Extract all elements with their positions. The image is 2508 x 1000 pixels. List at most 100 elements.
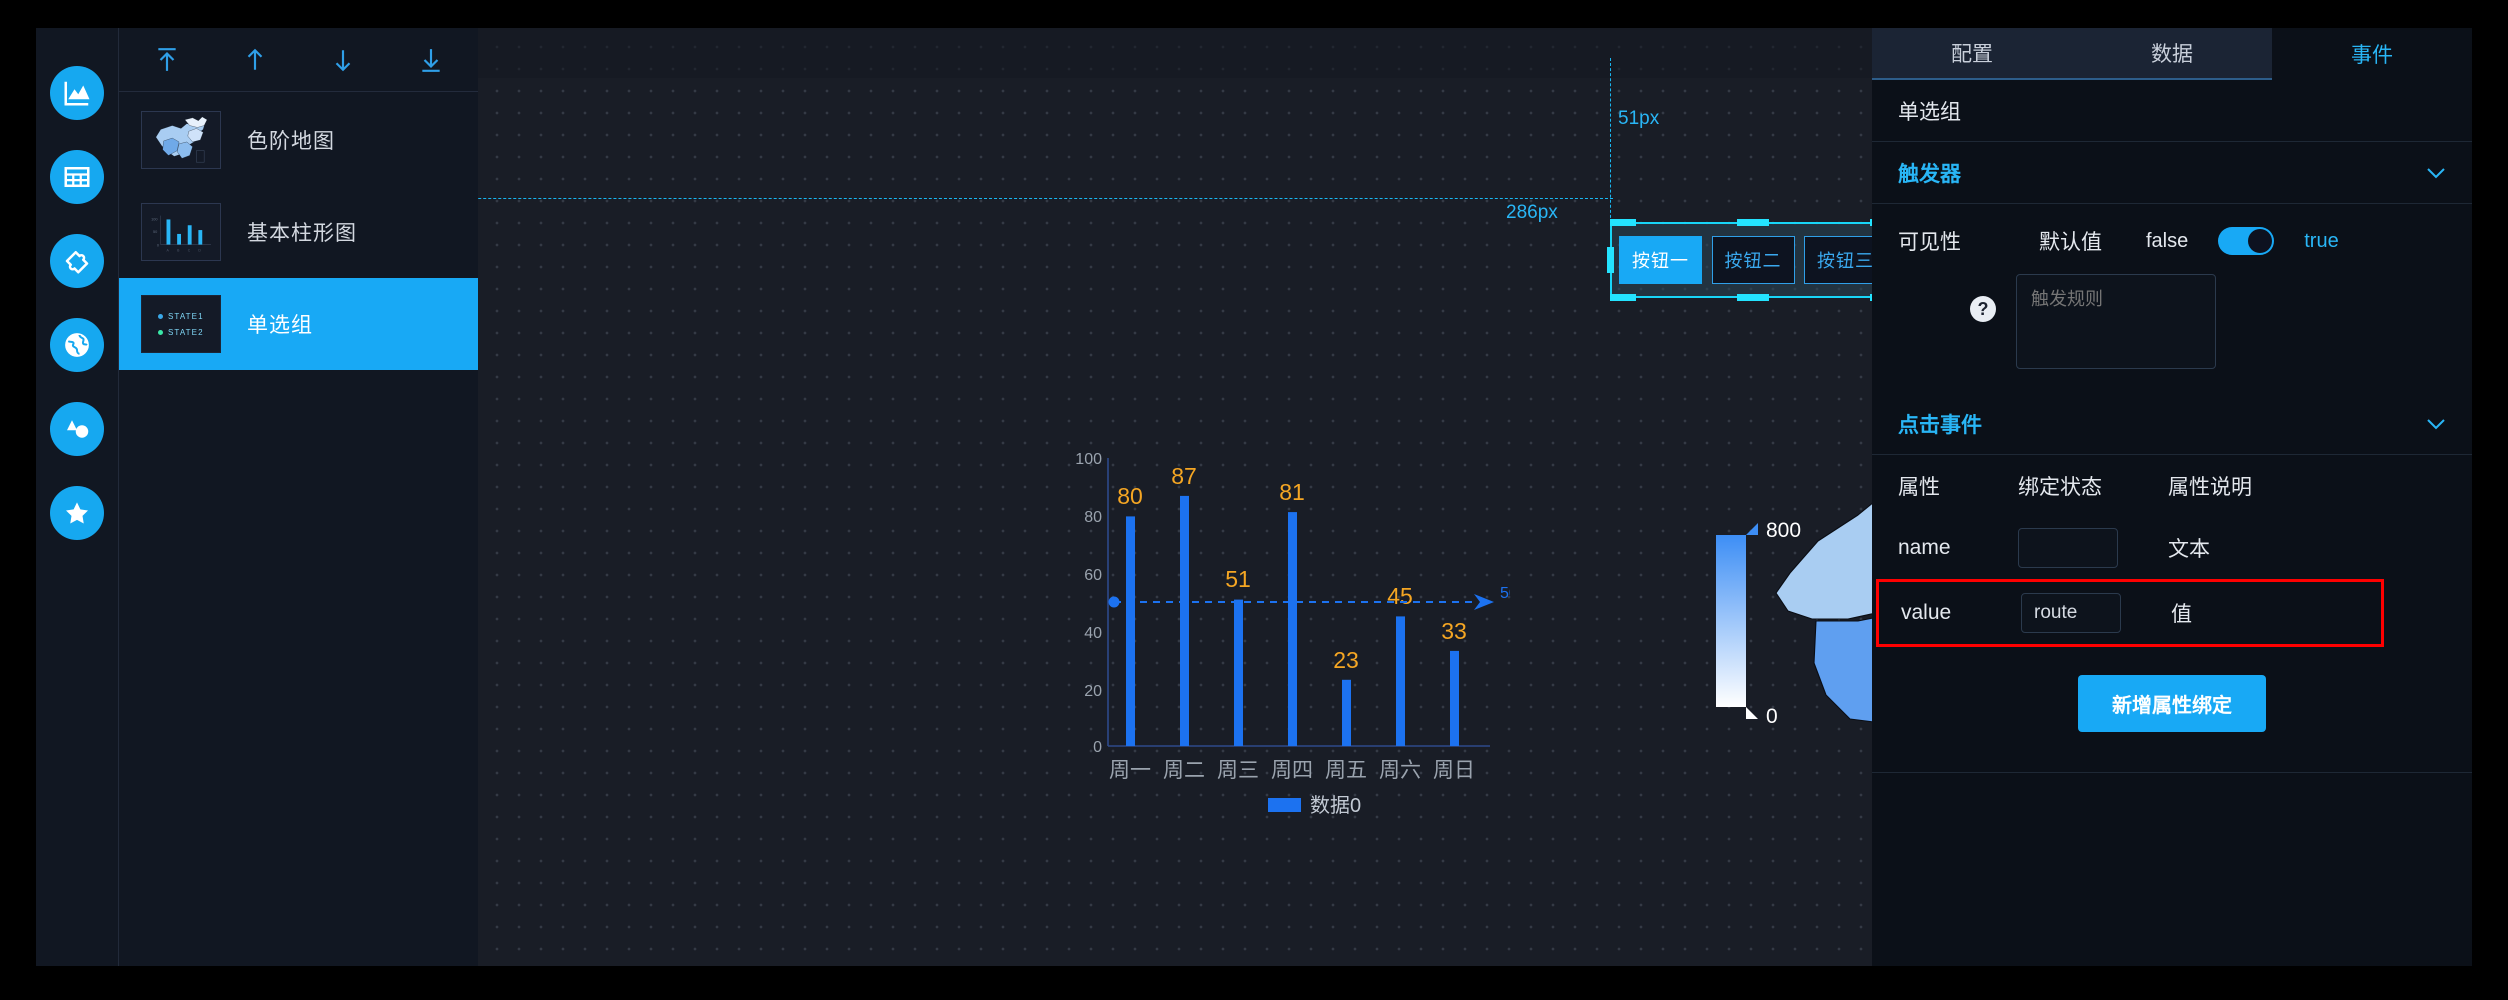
svg-text:D: D bbox=[198, 248, 201, 252]
resize-handle-bottom-right[interactable] bbox=[1870, 294, 1872, 301]
table-icon[interactable] bbox=[50, 150, 104, 204]
guide-horizontal bbox=[478, 198, 1613, 199]
dimension-label-top: 51px bbox=[1618, 108, 1660, 129]
svg-text:33: 33 bbox=[1441, 618, 1467, 644]
china-map-svg: 800 0 bbox=[1716, 502, 1872, 728]
table-row-highlighted: value 值 bbox=[1876, 579, 2384, 647]
svg-text:60: 60 bbox=[1084, 567, 1102, 584]
table-header-row: 属性 绑定状态 属性说明 bbox=[1872, 455, 2472, 517]
widget-bar-chart[interactable]: 100 80 60 40 20 0 bbox=[1070, 446, 1510, 846]
svg-text:800: 800 bbox=[1766, 519, 1801, 542]
layer-panel: 色阶地图 100 50 0 A B bbox=[118, 28, 478, 966]
column-header-property: 属性 bbox=[1898, 476, 1940, 499]
list-item-selected[interactable]: STATE1 STATE2 单选组 bbox=[119, 278, 478, 370]
trigger-rule-row: ? bbox=[1872, 262, 2472, 393]
svg-text:0: 0 bbox=[157, 243, 159, 247]
svg-text:100: 100 bbox=[1075, 451, 1102, 468]
svg-text:45: 45 bbox=[1387, 583, 1413, 609]
svg-text:周一: 周一 bbox=[1109, 759, 1151, 782]
state1-dot-icon bbox=[158, 313, 163, 319]
svg-text:23: 23 bbox=[1333, 647, 1359, 673]
layer-thumbnail-bar: 100 50 0 A B C D bbox=[141, 203, 221, 261]
svg-text:87: 87 bbox=[1171, 463, 1197, 489]
svg-text:0: 0 bbox=[1766, 705, 1778, 728]
chevron-down-icon[interactable] bbox=[2426, 418, 2446, 430]
svg-text:A: A bbox=[167, 248, 170, 252]
binding-input-value[interactable] bbox=[2021, 593, 2121, 633]
property-name-value: value bbox=[1901, 601, 1952, 624]
list-item[interactable]: 色阶地图 bbox=[119, 94, 478, 186]
svg-text:周四: 周四 bbox=[1271, 759, 1313, 782]
layer-label: 基本柱形图 bbox=[247, 222, 357, 245]
toggle-false-label: false bbox=[2146, 229, 2189, 252]
move-to-top-icon[interactable] bbox=[152, 43, 182, 77]
move-down-icon[interactable] bbox=[328, 43, 358, 77]
widget-button-group[interactable]: 按钮一 按钮二 按钮三 bbox=[1607, 219, 1872, 301]
selected-component-name: 单选组 bbox=[1872, 80, 2472, 142]
svg-text:C: C bbox=[188, 248, 191, 252]
section-title-trigger: 触发器 bbox=[1898, 162, 1961, 186]
svg-text:数据0: 数据0 bbox=[1310, 794, 1361, 817]
star-icon[interactable] bbox=[50, 486, 104, 540]
panel-tabs: 配置 数据 事件 bbox=[1872, 28, 2472, 80]
resize-handle-top-right[interactable] bbox=[1870, 219, 1872, 226]
area-chart-icon[interactable] bbox=[50, 66, 104, 120]
dimension-label-left: 286px bbox=[1506, 202, 1558, 223]
svg-text:周五: 周五 bbox=[1325, 759, 1367, 782]
puzzle-icon[interactable] bbox=[50, 234, 104, 288]
layer-thumbnail-map bbox=[141, 111, 221, 169]
svg-text:80: 80 bbox=[1084, 509, 1102, 526]
group-button-1[interactable]: 按钮一 bbox=[1619, 236, 1702, 284]
resize-handle-bottom-left[interactable] bbox=[1610, 294, 1636, 301]
svg-text:81: 81 bbox=[1279, 479, 1305, 505]
layer-order-toolbar bbox=[119, 28, 478, 92]
svg-text:周六: 周六 bbox=[1379, 759, 1421, 782]
resize-handle-middle-left[interactable] bbox=[1607, 247, 1614, 273]
tab-data[interactable]: 数据 bbox=[2072, 28, 2272, 80]
design-canvas[interactable]: 51px 286px 按钮一 按钮二 按钮三 100 bbox=[478, 28, 1872, 966]
tab-events[interactable]: 事件 bbox=[2272, 28, 2472, 80]
svg-text:50: 50 bbox=[153, 230, 157, 234]
default-value-label: 默认值 bbox=[2039, 231, 2102, 254]
property-desc-name: 文本 bbox=[2168, 538, 2210, 561]
svg-text:100: 100 bbox=[151, 217, 157, 221]
visibility-toggle[interactable] bbox=[2218, 227, 2275, 255]
chevron-down-icon[interactable] bbox=[2426, 167, 2446, 179]
table-row: name 文本 bbox=[1872, 517, 2472, 579]
add-property-binding-button[interactable]: 新增属性绑定 bbox=[2078, 675, 2266, 732]
layer-list: 色阶地图 100 50 0 A B bbox=[119, 92, 478, 370]
svg-text:周二: 周二 bbox=[1163, 759, 1205, 782]
svg-text:80: 80 bbox=[1117, 483, 1143, 509]
svg-text:40: 40 bbox=[1084, 625, 1102, 642]
state1-label: STATE1 bbox=[168, 311, 204, 321]
svg-text:0: 0 bbox=[1093, 739, 1102, 756]
property-name-name: name bbox=[1898, 536, 1951, 559]
svg-text:50: 50 bbox=[1500, 585, 1510, 602]
move-up-icon[interactable] bbox=[240, 43, 270, 77]
resize-handle-top-center[interactable] bbox=[1737, 219, 1769, 226]
help-icon[interactable]: ? bbox=[1970, 296, 1996, 322]
group-button-3[interactable]: 按钮三 bbox=[1804, 236, 1872, 284]
layer-label: 色阶地图 bbox=[247, 130, 335, 153]
binding-input-name[interactable] bbox=[2018, 528, 2118, 568]
property-desc-value: 值 bbox=[2171, 603, 2192, 626]
globe-icon[interactable] bbox=[50, 318, 104, 372]
widget-choropleth-map[interactable]: 800 0 bbox=[1708, 423, 1872, 883]
resize-handle-top-left[interactable] bbox=[1610, 219, 1636, 226]
toggle-true-label: true bbox=[2304, 229, 2339, 252]
group-button-2[interactable]: 按钮二 bbox=[1711, 236, 1795, 284]
guide-vertical bbox=[1610, 58, 1611, 228]
section-header-trigger[interactable]: 触发器 bbox=[1872, 142, 2472, 204]
property-binding-table: 属性 绑定状态 属性说明 name 文本 value 值 新增属性绑定 bbox=[1872, 455, 2472, 732]
resize-handle-bottom-center[interactable] bbox=[1737, 294, 1769, 301]
svg-text:周三: 周三 bbox=[1217, 759, 1259, 782]
move-to-bottom-icon[interactable] bbox=[416, 43, 446, 77]
trigger-rule-input[interactable] bbox=[2016, 274, 2216, 369]
shapes-icon[interactable] bbox=[50, 402, 104, 456]
section-header-click-event[interactable]: 点击事件 bbox=[1872, 393, 2472, 455]
svg-text:B: B bbox=[177, 248, 180, 252]
list-item[interactable]: 100 50 0 A B C D 基本柱形图 bbox=[119, 186, 478, 278]
tab-config[interactable]: 配置 bbox=[1872, 28, 2072, 80]
svg-text:20: 20 bbox=[1084, 683, 1102, 700]
